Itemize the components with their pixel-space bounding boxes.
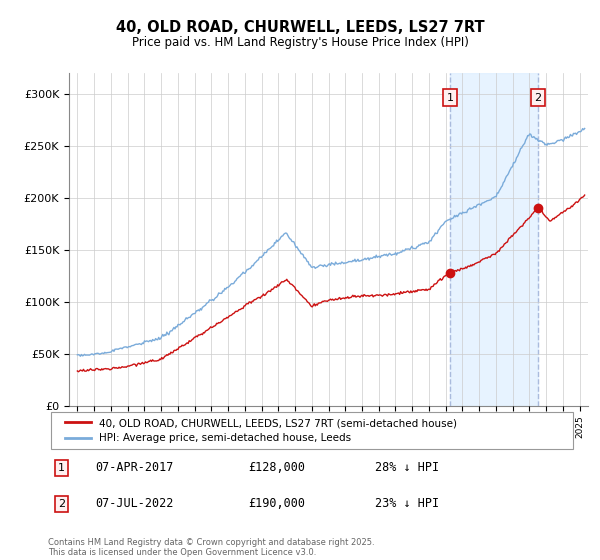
Text: 07-JUL-2022: 07-JUL-2022: [95, 497, 174, 510]
Text: 2: 2: [535, 93, 542, 103]
Legend: 40, OLD ROAD, CHURWELL, LEEDS, LS27 7RT (semi-detached house), HPI: Average pric: 40, OLD ROAD, CHURWELL, LEEDS, LS27 7RT …: [58, 412, 463, 450]
Text: 1: 1: [58, 463, 65, 473]
FancyBboxPatch shape: [50, 413, 574, 449]
Text: 07-APR-2017: 07-APR-2017: [95, 461, 174, 474]
Text: Contains HM Land Registry data © Crown copyright and database right 2025.
This d: Contains HM Land Registry data © Crown c…: [48, 538, 374, 557]
Text: Price paid vs. HM Land Registry's House Price Index (HPI): Price paid vs. HM Land Registry's House …: [131, 36, 469, 49]
Bar: [450, 73, 538, 406]
Text: £128,000: £128,000: [248, 461, 305, 474]
Text: £190,000: £190,000: [248, 497, 305, 510]
Text: 23% ↓ HPI: 23% ↓ HPI: [376, 497, 439, 510]
Text: 40, OLD ROAD, CHURWELL, LEEDS, LS27 7RT: 40, OLD ROAD, CHURWELL, LEEDS, LS27 7RT: [116, 20, 484, 35]
Text: 28% ↓ HPI: 28% ↓ HPI: [376, 461, 439, 474]
Text: 2: 2: [58, 499, 65, 509]
Text: 1: 1: [447, 93, 454, 103]
